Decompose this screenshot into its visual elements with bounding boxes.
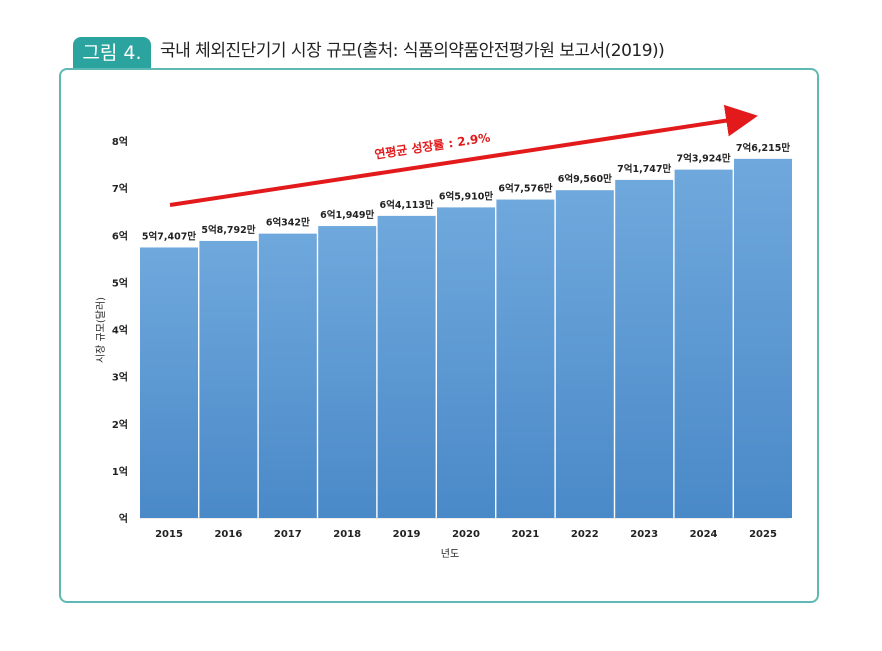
- data-label: 7억3,924만: [677, 153, 731, 165]
- y-tick-label: 4억: [112, 325, 128, 337]
- bar-2018: [318, 226, 377, 518]
- x-tick-label: 2025: [749, 529, 777, 540]
- data-label: 6억5,910만: [439, 190, 493, 202]
- data-label: 7억1,747만: [617, 163, 671, 175]
- x-tick-label: 2022: [571, 529, 599, 540]
- bar-2016: [199, 240, 258, 519]
- bar-2021: [496, 199, 555, 518]
- y-tick-label: 5억: [112, 277, 128, 289]
- y-tick-label: 1억: [112, 466, 128, 478]
- y-tick-label: 6억: [112, 230, 128, 242]
- x-tick-label: 2021: [511, 529, 539, 540]
- x-tick-label: 2016: [214, 529, 242, 540]
- data-label: 5억8,792만: [201, 224, 255, 236]
- data-label: 6억342만: [266, 217, 310, 229]
- y-tick-label: 2억: [112, 419, 128, 431]
- figure-label: 그림 4.: [73, 37, 151, 69]
- growth-arrow: [169, 104, 758, 207]
- y-tick-label: 7억: [112, 183, 128, 195]
- y-tick-label: 억: [119, 513, 128, 525]
- figure-title: 국내 체외진단기기 시장 규모(출처: 식품의약품안전평가원 보고서(2019)…: [160, 41, 665, 61]
- y-tick-label: 8억: [112, 136, 128, 148]
- bar-2017: [258, 233, 317, 519]
- x-tick-label: 2015: [155, 529, 183, 540]
- bar-2024: [674, 169, 733, 518]
- data-label: 5억7,407만: [142, 230, 196, 242]
- x-tick-label: 2020: [452, 529, 480, 540]
- chart-frame: [59, 68, 819, 603]
- bar-2025: [734, 158, 792, 519]
- data-label: 6억9,560만: [558, 173, 612, 185]
- y-axis-label: 시장 규모(달러): [95, 297, 107, 363]
- data-label: 6억4,113만: [380, 199, 434, 211]
- x-tick-label: 2023: [630, 529, 658, 540]
- bar-2022: [555, 190, 614, 519]
- data-label: 6억7,576만: [498, 183, 552, 195]
- x-tick-label: 2018: [333, 529, 361, 540]
- y-tick-label: 3억: [112, 372, 128, 384]
- bar-2020: [437, 207, 495, 519]
- x-axis-label: 년도: [441, 548, 459, 560]
- bar-2019: [377, 215, 436, 518]
- x-tick-label: 2017: [274, 529, 302, 540]
- data-label: 7억6,215만: [736, 142, 790, 154]
- x-tick-label: 2024: [690, 529, 718, 540]
- bar-2023: [615, 179, 674, 518]
- growth-annotation: 연평균 성장률 : 2.9%: [373, 129, 491, 161]
- bar-2015: [140, 247, 198, 518]
- data-label: 6억1,949만: [320, 209, 374, 221]
- x-tick-label: 2019: [393, 529, 421, 540]
